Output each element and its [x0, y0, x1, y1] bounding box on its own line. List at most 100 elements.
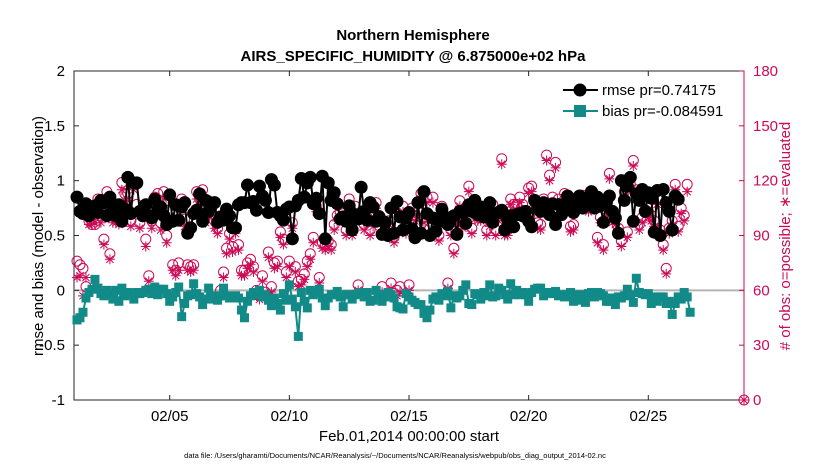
obs-evaluated-point	[167, 265, 178, 276]
bias-point	[434, 295, 444, 305]
data-file-footnote: data file: /Users/gharamti/Documents/NCA…	[184, 451, 606, 460]
bias-point	[99, 291, 109, 301]
obs-evaluated-point	[185, 267, 196, 278]
obs-evaluated-point	[466, 228, 477, 239]
y2-tick-label: 30	[753, 337, 770, 354]
obs-evaluated-point	[278, 239, 289, 250]
rmse-point	[671, 192, 685, 206]
obs-evaluated-point	[583, 206, 594, 217]
obs-evaluated-point	[610, 219, 621, 230]
bias-point	[610, 300, 620, 310]
obs-evaluated-point	[221, 248, 232, 259]
bias-point	[117, 283, 127, 293]
obs-evaluated-point	[505, 199, 516, 210]
bias-point	[458, 285, 468, 295]
rmse-point	[223, 209, 237, 223]
obs-evaluated-point	[74, 270, 85, 281]
rmse-point	[70, 190, 84, 204]
obs-evaluated-point	[188, 265, 199, 276]
rmse-point	[330, 197, 344, 211]
bias-point	[320, 301, 330, 311]
rmse-point	[602, 189, 616, 203]
bias-point	[111, 285, 121, 295]
obs-evaluated-point	[421, 197, 432, 208]
bias-point	[78, 307, 88, 317]
obs-evaluated-point	[134, 223, 145, 234]
obs-evaluated-point	[568, 225, 579, 236]
y2-tick-label: 180	[753, 63, 778, 80]
bias-point	[425, 305, 435, 315]
bias-point	[275, 305, 285, 315]
bias-point	[646, 298, 656, 308]
y-tick-label: 1	[57, 173, 65, 190]
bias-point	[643, 289, 653, 299]
bias-point	[485, 280, 495, 290]
chart-subtitle: AIRS_SPECIFIC_HUMIDITY @ 6.875000e+02 hP…	[241, 48, 587, 65]
y-tick-label: 0.5	[44, 228, 65, 245]
rmse-point	[249, 203, 263, 217]
bias-point	[631, 273, 641, 283]
obs-possible-point	[71, 255, 83, 267]
obs-evaluated-point	[173, 265, 184, 276]
bias-point	[598, 291, 608, 301]
legend-rmse-label: rmse pr=0.74175	[602, 82, 716, 99]
obs-evaluated-point	[98, 239, 109, 250]
bias-point	[664, 296, 674, 306]
obs-evaluated-point	[275, 232, 286, 243]
rmse-point	[318, 232, 332, 246]
rmse-point	[190, 203, 204, 217]
bias-point	[284, 280, 294, 290]
x-tick-label: 02/20	[510, 408, 548, 425]
rmse-point	[459, 216, 473, 230]
bias-point	[335, 292, 345, 302]
rmse-series	[70, 169, 685, 246]
obs-evaluated-point	[341, 230, 352, 241]
obs-evaluated-point	[389, 237, 400, 248]
obs-evaluated-point	[248, 267, 259, 278]
obs-evaluated-point	[490, 230, 501, 241]
rmse-point	[623, 170, 637, 184]
obs-evaluated-point	[245, 259, 256, 270]
rmse-point	[261, 205, 275, 219]
bias-point	[278, 289, 288, 299]
obs-evaluated-point	[233, 245, 244, 256]
bias-point	[90, 274, 100, 284]
bias-point	[676, 294, 686, 304]
obs-evaluated-point	[418, 217, 429, 228]
obs-evaluated-point	[290, 267, 301, 278]
x-axis-ticks: 02/05 02/10 02/15 02/20 02/25	[151, 71, 667, 425]
obs-evaluated-point	[523, 188, 534, 199]
chart-title: Northern Hemisphere	[336, 27, 489, 44]
y2-tick-label: 150	[753, 118, 778, 135]
rmse-point	[638, 204, 652, 218]
rmse-point	[450, 227, 464, 241]
rmse-point	[525, 220, 539, 234]
rmse-point	[417, 185, 431, 199]
y2-tick-label: 0	[753, 392, 761, 409]
rmse-point	[608, 211, 622, 225]
rmse-point	[402, 205, 416, 219]
obs-evaluated-point	[359, 225, 370, 236]
obs-evaluated-point	[433, 235, 444, 246]
obs-evaluated-point	[224, 234, 235, 245]
obs-evaluated-point	[634, 225, 645, 236]
bias-point	[87, 284, 97, 294]
bias-point	[186, 290, 196, 300]
obs-evaluated-point	[293, 281, 304, 292]
bias-point	[461, 280, 471, 290]
bias-point	[105, 289, 115, 299]
rmse-point	[345, 223, 359, 237]
bias-point	[374, 290, 384, 300]
bias-point	[491, 291, 501, 301]
bias-point	[607, 293, 617, 303]
rmse-point	[321, 176, 335, 190]
bias-point	[536, 283, 546, 293]
x-tick-label: 02/15	[390, 408, 428, 425]
x-tick-label: 02/05	[151, 408, 189, 425]
obs-evaluated-point	[170, 270, 181, 281]
x-tick-label: 02/10	[271, 408, 309, 425]
rmse-point	[184, 221, 198, 235]
obs-evaluated-point	[95, 217, 106, 228]
bias-point	[476, 294, 486, 304]
rmse-point	[626, 214, 640, 228]
